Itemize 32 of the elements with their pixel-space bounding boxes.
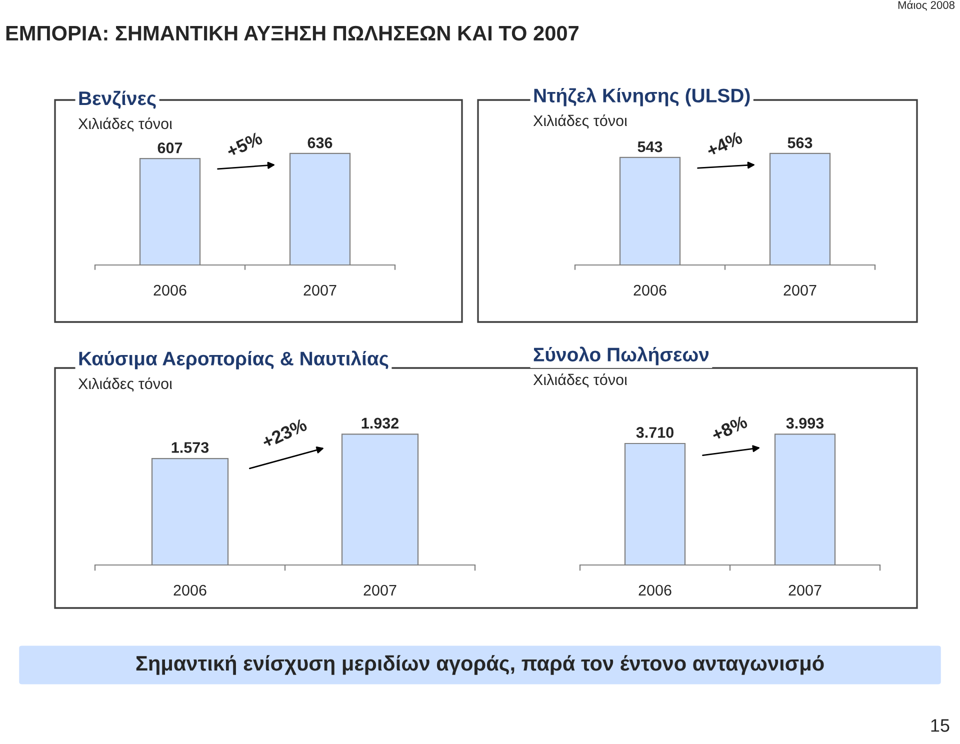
x-tick-label: 2006 bbox=[638, 584, 672, 596]
data-label: 1.573 bbox=[172, 442, 209, 453]
x-tick-label: 2007 bbox=[364, 584, 396, 596]
chart-title: Βενζίνες bbox=[79, 90, 156, 109]
data-label: 607 bbox=[158, 142, 182, 154]
text: ΕΜΠΟΡΙΑ: ΣΗΜΑΝΤΙΚΗ ΑΥΞΗΣΗ ΠΩΛΗΣΕΩΝ ΚΑΙ ΤΟ 2007 bbox=[6, 26, 578, 41]
x-tick-label: 2007 bbox=[304, 284, 336, 296]
x-tick-label: 2007 bbox=[784, 284, 816, 296]
data-label: 563 bbox=[788, 137, 812, 148]
chart-subtitle: Χιλιάδες τόνοι bbox=[78, 377, 172, 392]
x-tick-label: 2006 bbox=[154, 284, 186, 296]
text: 15 bbox=[931, 719, 950, 732]
chart-subtitle: Χιλιάδες τόνοι bbox=[78, 117, 172, 132]
annotation: +8% bbox=[710, 415, 748, 442]
annotation: +5% bbox=[226, 131, 264, 158]
chart-subtitle: Χιλιάδες τόνοι bbox=[533, 114, 628, 129]
data-label: 3.993 bbox=[786, 418, 824, 429]
data-label: 1.932 bbox=[362, 418, 399, 429]
data-label: 636 bbox=[308, 137, 332, 148]
text: Μάιος 2008 bbox=[898, 0, 955, 11]
text: Σημαντική ενίσχυση μεριδίων αγοράς, παρά τον έντονο ανταγωνισμό bbox=[136, 655, 824, 675]
data-label: 3.710 bbox=[636, 427, 674, 438]
x-tick-label: 2006 bbox=[174, 584, 206, 596]
x-tick-label: 2007 bbox=[788, 584, 822, 596]
annotation: +23% bbox=[261, 418, 308, 449]
chart-subtitle: Χιλιάδες τόνοι bbox=[533, 373, 628, 388]
chart-title: Καύσιμα Αεροπορίας & Ναυτιλίας bbox=[79, 350, 388, 370]
annotation: +4% bbox=[706, 130, 744, 158]
chart-title: Ντήζελ Κίνησης (ULSD) bbox=[534, 88, 750, 106]
data-label: 543 bbox=[638, 141, 662, 152]
x-tick-label: 2006 bbox=[634, 284, 666, 296]
chart-title: Σύνολο Πωλήσεων bbox=[534, 346, 709, 366]
